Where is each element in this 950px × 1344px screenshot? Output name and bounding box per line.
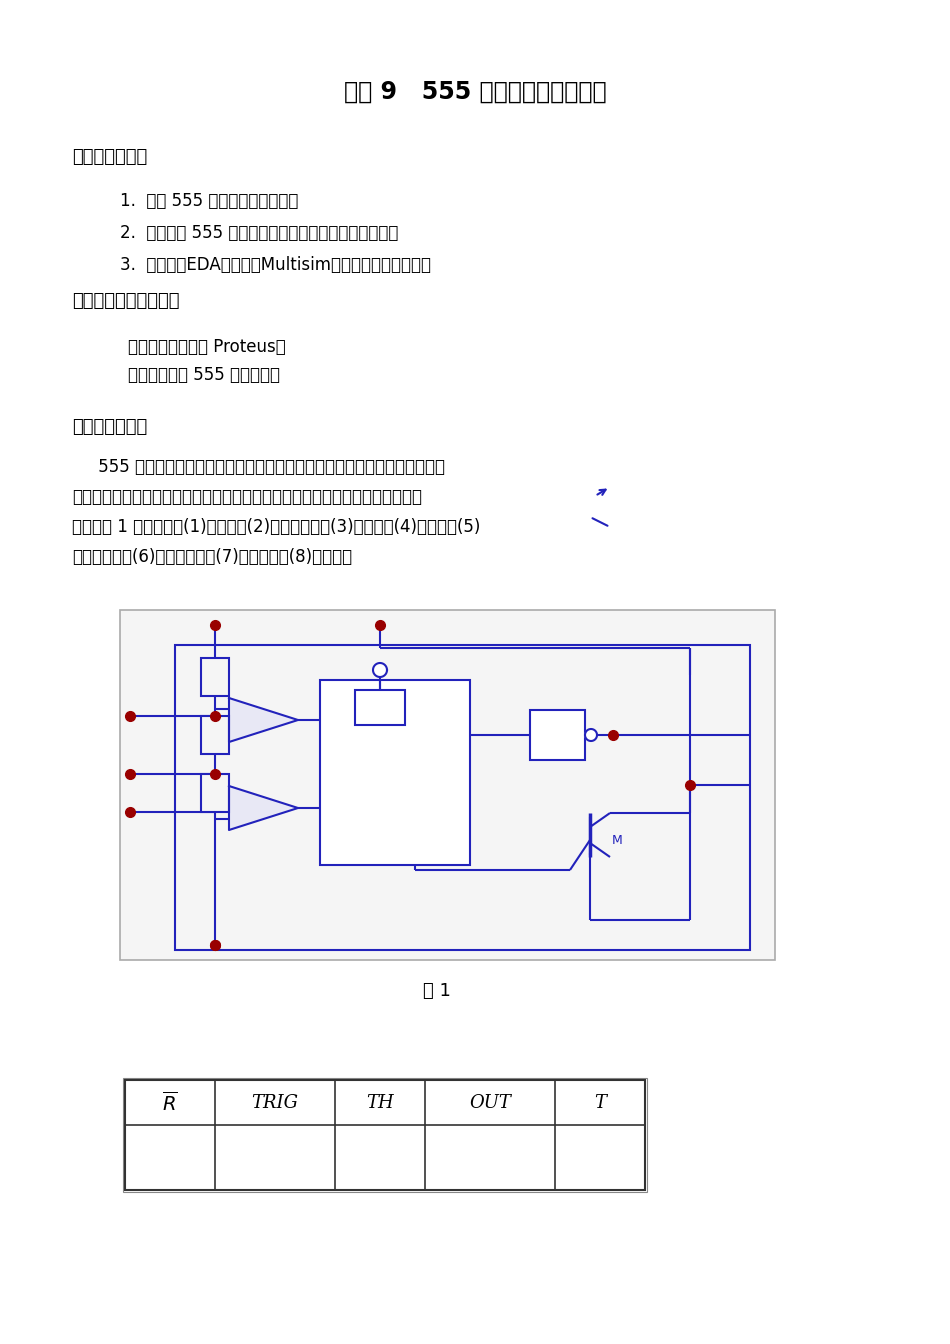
Text: T: T	[594, 1094, 606, 1111]
Bar	[125, 1081, 645, 1189]
Text: 一、实验目的：: 一、实验目的：	[72, 148, 147, 167]
Bar	[123, 1078, 647, 1192]
Text: 555 电路是一种常见的集模拟与数字功能于一体的集成电路。只要适当配接: 555 电路是一种常见的集模拟与数字功能于一体的集成电路。只要适当配接	[72, 458, 445, 476]
Bar	[120, 610, 775, 960]
Text: M: M	[612, 833, 623, 847]
Text: 仿真计算机及软件 Proteus。: 仿真计算机及软件 Proteus。	[128, 337, 286, 356]
Bar	[201, 774, 229, 812]
Text: 三、实验原理：: 三、实验原理：	[72, 418, 147, 435]
Text: $\overline{R}$: $\overline{R}$	[162, 1091, 178, 1114]
Text: 3.  熟悉掌握EDA软件工具Multisim的设计仿真测试应用。: 3. 熟悉掌握EDA软件工具Multisim的设计仿真测试应用。	[120, 255, 431, 274]
Polygon shape	[229, 786, 298, 831]
Bar	[355, 689, 405, 724]
Polygon shape	[373, 663, 387, 677]
Text: R: R	[213, 728, 221, 742]
Text: TH: TH	[366, 1094, 394, 1111]
Bar	[530, 710, 585, 759]
Text: R: R	[213, 671, 221, 684]
Polygon shape	[229, 698, 298, 742]
Text: 理图如图 1 所示，其中(1)脚接地，(2)脚触发输入，(3)脚输出，(4)脚复位，(5): 理图如图 1 所示，其中(1)脚接地，(2)脚触发输入，(3)脚输出，(4)脚复…	[72, 517, 481, 536]
Text: 二、实验设备及材料：: 二、实验设备及材料：	[72, 292, 180, 310]
Bar	[201, 659, 229, 696]
Bar	[201, 716, 229, 754]
Text: 图 1: 图 1	[423, 982, 451, 1000]
Bar	[175, 645, 750, 950]
Text: 脚控制电压，(6)脚阈值输入，(7)脚放电端，(8)脚电源。: 脚控制电压，(6)脚阈值输入，(7)脚放电端，(8)脚电源。	[72, 548, 352, 566]
Polygon shape	[585, 728, 597, 741]
Text: 1.  了解 555 定时器的工作原理。: 1. 了解 555 定时器的工作原理。	[120, 192, 298, 210]
Text: TRIG: TRIG	[252, 1094, 298, 1111]
Bar	[320, 680, 470, 866]
Text: 少量的元件，即可构成时基振荡、单稳触发等脉冲产生和变换的电路，其内部原: 少量的元件，即可构成时基振荡、单稳触发等脉冲产生和变换的电路，其内部原	[72, 488, 422, 505]
Text: OUT: OUT	[469, 1094, 511, 1111]
Text: 2.  学会分析 555 电路所构成的几种应用电路工作原理。: 2. 学会分析 555 电路所构成的几种应用电路工作原理。	[120, 224, 398, 242]
Text: 附：集成电路 555 管脚排列图: 附：集成电路 555 管脚排列图	[128, 366, 280, 384]
Text: R: R	[213, 786, 221, 800]
Text: 实验 9   555 定时器应用电路设计: 实验 9 555 定时器应用电路设计	[344, 81, 606, 103]
